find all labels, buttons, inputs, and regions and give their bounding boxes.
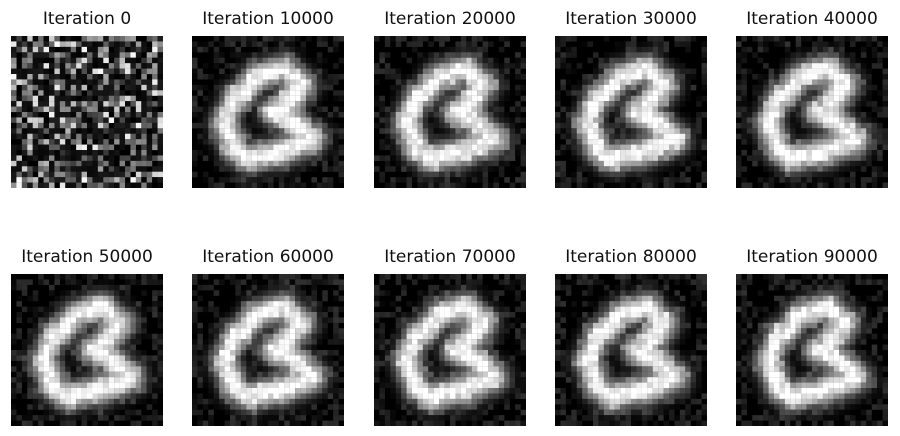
panel-iteration-40000: Iteration 40000: [736, 8, 888, 188]
panel-iteration-10000: Iteration 10000: [192, 8, 344, 188]
generated-image: [374, 274, 526, 426]
panel-iteration-90000: Iteration 90000: [736, 246, 888, 426]
generated-image: [555, 274, 707, 426]
panel-title: Iteration 40000: [746, 9, 878, 29]
generated-image: [374, 36, 526, 188]
panel-iteration-30000: Iteration 30000: [555, 8, 707, 188]
panel-iteration-80000: Iteration 80000: [555, 246, 707, 426]
generated-image: [11, 36, 163, 188]
generated-image: [192, 36, 344, 188]
panel-title: Iteration 10000: [202, 9, 334, 29]
generated-image: [736, 274, 888, 426]
panel-iteration-0: Iteration 0: [11, 8, 163, 188]
panel-title: Iteration 80000: [565, 247, 697, 267]
panel-title: Iteration 60000: [202, 247, 334, 267]
generated-image: [11, 274, 163, 426]
generated-image: [555, 36, 707, 188]
panel-title: Iteration 0: [42, 9, 132, 29]
panel-iteration-70000: Iteration 70000: [374, 246, 526, 426]
panel-title: Iteration 50000: [21, 247, 153, 267]
panel-title: Iteration 70000: [384, 247, 516, 267]
generated-image: [736, 36, 888, 188]
generated-image: [192, 274, 344, 426]
panel-title: Iteration 90000: [746, 247, 878, 267]
panel-title: Iteration 30000: [565, 9, 697, 29]
panel-title: Iteration 20000: [384, 9, 516, 29]
panel-iteration-50000: Iteration 50000: [11, 246, 163, 426]
panel-iteration-60000: Iteration 60000: [192, 246, 344, 426]
panel-iteration-20000: Iteration 20000: [374, 8, 526, 188]
